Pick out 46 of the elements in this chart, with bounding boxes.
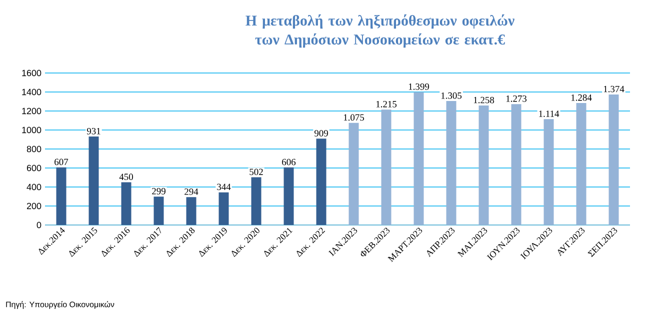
data-label: 1.399 (408, 84, 430, 90)
bar (316, 138, 326, 225)
y-tick-label: 1600 (22, 70, 42, 76)
bar (414, 92, 424, 225)
y-tick-label: 0 (36, 222, 42, 228)
bar (544, 119, 554, 225)
data-label: 1.273 (506, 95, 527, 102)
bar (56, 167, 66, 225)
y-tick-label: 400 (26, 184, 42, 190)
bar (154, 196, 164, 225)
bar (88, 136, 99, 225)
data-label: 344 (217, 184, 231, 190)
y-tick-label: 1400 (22, 88, 42, 96)
data-label: 450 (119, 174, 133, 180)
bar (284, 167, 294, 225)
y-tick-label: 200 (26, 202, 42, 210)
data-label: 294 (184, 188, 198, 195)
data-label: 502 (250, 168, 263, 176)
y-tick-label: 800 (26, 146, 42, 152)
data-label: 1.374 (604, 86, 624, 92)
y-tick-label: 600 (26, 164, 42, 172)
bar (608, 94, 619, 225)
bar (251, 177, 262, 225)
chart-title: Η μεταβολή των ληξιπρόθεσμων οφειλών των Δημόσιων Νοσοκομείων σε εκατ.€ (246, 14, 514, 48)
data-label: 1.258 (474, 96, 494, 104)
data-label: 606 (282, 158, 296, 166)
y-tick-label: 1000 (22, 126, 42, 134)
data-label: 1.075 (344, 114, 364, 121)
bar (381, 110, 392, 225)
bar (511, 104, 522, 225)
bar (186, 197, 196, 225)
data-label: 607 (54, 158, 68, 166)
bar (218, 192, 229, 225)
data-label: 1.215 (376, 100, 397, 108)
data-label: 1.305 (441, 92, 462, 99)
data-label: 1.284 (571, 94, 592, 101)
data-label: 909 (314, 130, 328, 136)
data-label: 931 (86, 128, 100, 134)
y-tick-label: 1200 (22, 108, 42, 114)
data-label: 1.114 (539, 110, 560, 117)
bar (478, 105, 489, 225)
data-label: 299 (152, 188, 166, 194)
bar (576, 103, 586, 225)
bar (121, 182, 132, 225)
bar (348, 122, 359, 225)
bar (446, 101, 456, 225)
